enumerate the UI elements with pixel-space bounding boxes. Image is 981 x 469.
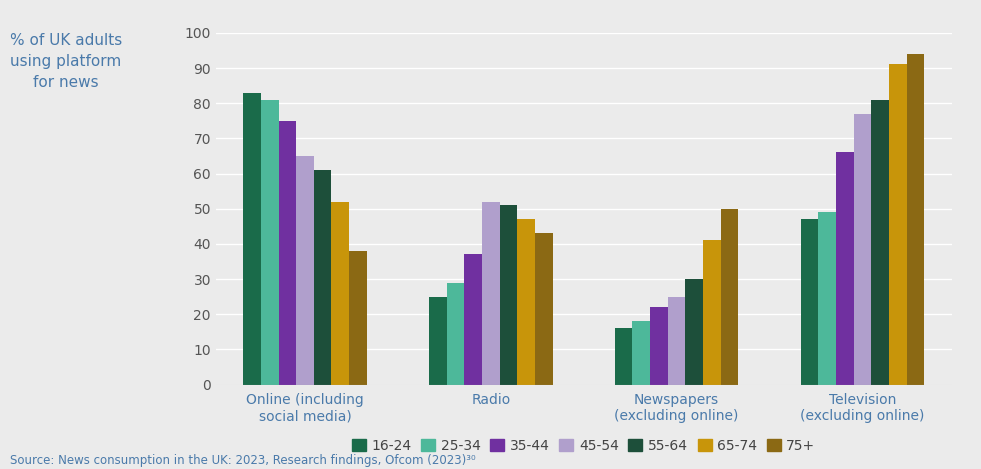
Bar: [800, 219, 818, 385]
Bar: [243, 93, 261, 385]
Bar: [836, 152, 853, 385]
Legend: 16-24, 25-34, 35-44, 45-54, 55-64, 65-74, 75+: 16-24, 25-34, 35-44, 45-54, 55-64, 65-74…: [352, 439, 815, 453]
Bar: [349, 251, 367, 385]
Bar: [650, 307, 668, 385]
Bar: [703, 241, 721, 385]
Bar: [853, 114, 871, 385]
Bar: [261, 100, 279, 385]
Bar: [464, 255, 482, 385]
Bar: [906, 54, 924, 385]
Text: % of UK adults
using platform
for news: % of UK adults using platform for news: [10, 33, 122, 90]
Bar: [296, 156, 314, 385]
Bar: [818, 212, 836, 385]
Bar: [535, 234, 552, 385]
Bar: [314, 170, 332, 385]
Bar: [871, 100, 889, 385]
Bar: [686, 279, 703, 385]
Bar: [721, 209, 739, 385]
Bar: [668, 297, 686, 385]
Bar: [279, 121, 296, 385]
Bar: [499, 205, 517, 385]
Bar: [615, 328, 633, 385]
Text: Source: News consumption in the UK: 2023, Research findings, Ofcom (2023)³⁰: Source: News consumption in the UK: 2023…: [10, 454, 476, 467]
Bar: [633, 321, 650, 385]
Bar: [429, 297, 446, 385]
Bar: [446, 282, 464, 385]
Bar: [332, 202, 349, 385]
Bar: [482, 202, 499, 385]
Bar: [889, 65, 906, 385]
Bar: [517, 219, 535, 385]
